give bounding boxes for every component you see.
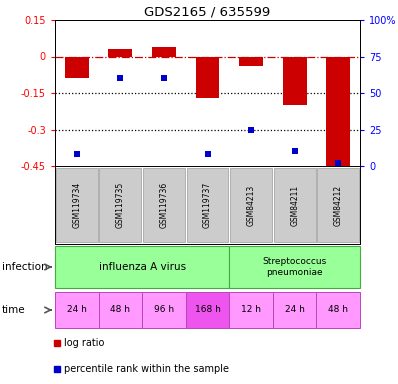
Bar (229, 246, 360, 288)
Bar (326, 56, 350, 166)
Bar (230, 167, 272, 242)
Text: 48 h: 48 h (110, 306, 131, 314)
Bar (65, 56, 89, 78)
Bar (317, 167, 359, 242)
Bar (108, 49, 133, 56)
Text: GSM119735: GSM119735 (116, 182, 125, 228)
Text: GSM119734: GSM119734 (72, 182, 81, 228)
Text: 24 h: 24 h (67, 306, 87, 314)
Bar (100, 167, 141, 242)
Bar (143, 167, 185, 242)
Text: 48 h: 48 h (328, 306, 348, 314)
Bar (56, 167, 98, 242)
Bar (186, 292, 229, 328)
Text: infection: infection (2, 262, 48, 272)
Title: GDS2165 / 635599: GDS2165 / 635599 (144, 6, 271, 19)
Bar (55, 246, 229, 288)
Text: 168 h: 168 h (195, 306, 220, 314)
Bar (316, 292, 360, 328)
Bar (273, 292, 316, 328)
Text: GSM84211: GSM84211 (290, 184, 299, 225)
Bar (99, 292, 142, 328)
Bar (283, 56, 306, 105)
Text: GSM119736: GSM119736 (160, 182, 168, 228)
Bar (142, 292, 186, 328)
Bar (55, 292, 99, 328)
Text: 24 h: 24 h (285, 306, 304, 314)
Bar (187, 167, 228, 242)
Bar (152, 47, 176, 56)
Bar (195, 56, 219, 98)
Text: time: time (2, 305, 25, 315)
Text: GSM119737: GSM119737 (203, 182, 212, 228)
Bar (274, 167, 316, 242)
Text: GSM84212: GSM84212 (334, 184, 343, 225)
Text: GSM84213: GSM84213 (247, 184, 256, 226)
Text: percentile rank within the sample: percentile rank within the sample (64, 364, 229, 374)
Bar (229, 292, 273, 328)
Bar (239, 56, 263, 66)
Text: log ratio: log ratio (64, 338, 104, 348)
Text: 12 h: 12 h (241, 306, 261, 314)
Text: Streptococcus
pneumoniae: Streptococcus pneumoniae (263, 257, 327, 277)
Text: influenza A virus: influenza A virus (99, 262, 186, 272)
Text: 96 h: 96 h (154, 306, 174, 314)
